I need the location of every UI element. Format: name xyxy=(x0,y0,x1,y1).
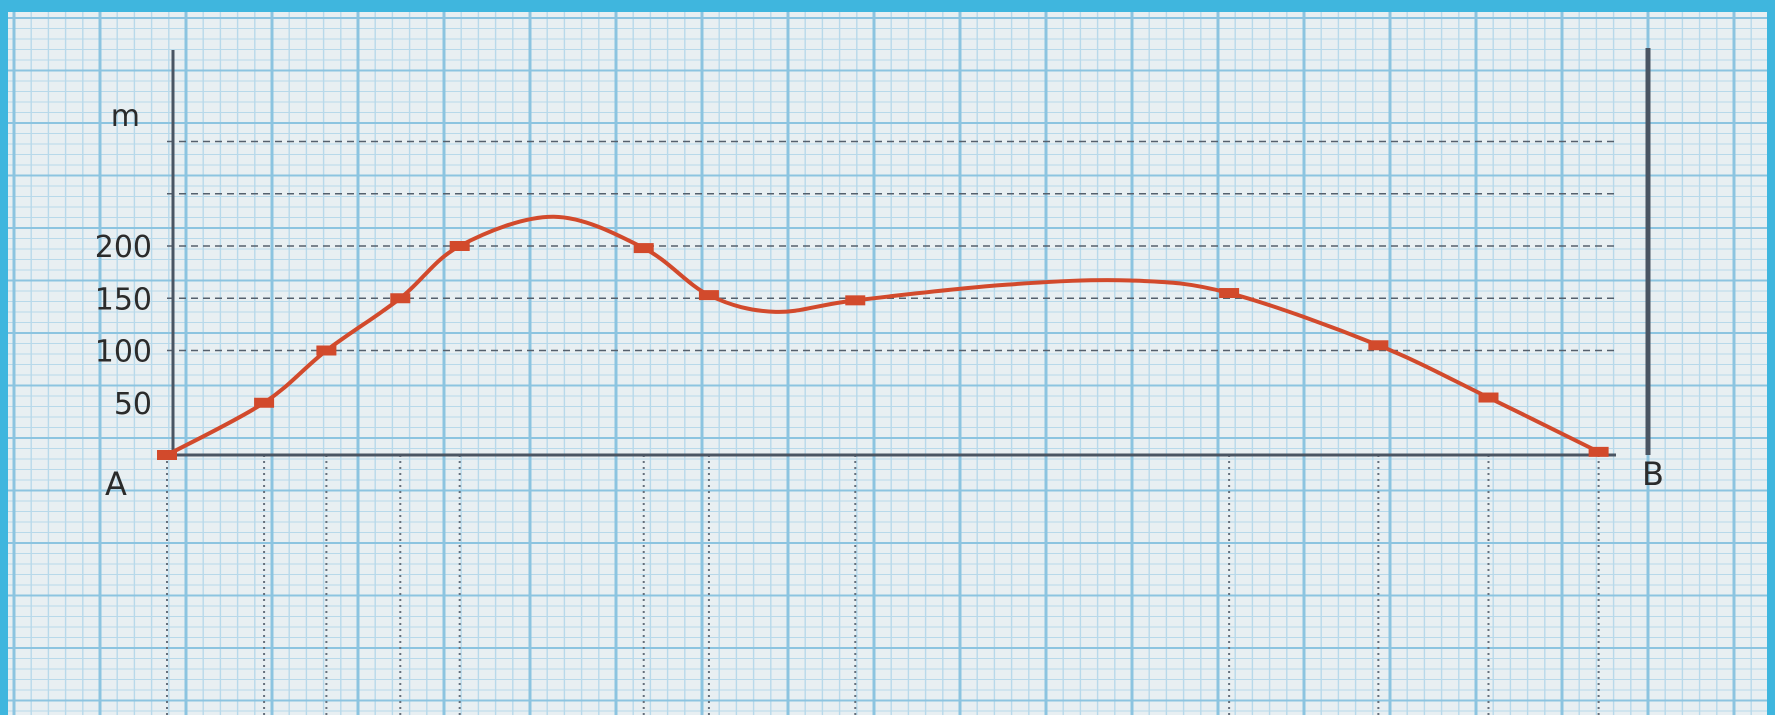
data-point-8 xyxy=(1219,288,1240,299)
dotted-drop-lines xyxy=(166,455,1600,715)
end-point-label: B xyxy=(1642,455,1664,493)
data-point-7 xyxy=(845,295,866,306)
graph-paper xyxy=(8,12,1767,715)
data-point-6 xyxy=(698,290,719,301)
data-point-4 xyxy=(449,241,470,251)
y-tick-labels: 50 100 150 200 xyxy=(95,230,152,422)
y-tick-label-100: 100 xyxy=(95,335,152,370)
data-markers xyxy=(157,241,1609,460)
major-grid xyxy=(8,12,1767,715)
data-point-9 xyxy=(1368,340,1389,351)
fine-grid xyxy=(8,12,1767,715)
data-point-2 xyxy=(316,345,337,356)
y-tick-label-50: 50 xyxy=(114,387,152,422)
data-point-1 xyxy=(254,397,275,408)
elevation-curve xyxy=(166,214,1600,457)
y-tick-label-200: 200 xyxy=(95,230,152,265)
y-tick-label-150: 150 xyxy=(95,282,152,317)
data-point-10 xyxy=(1478,392,1499,403)
start-point-label: A xyxy=(105,465,127,503)
data-point-5 xyxy=(633,243,654,254)
data-point-11 xyxy=(1588,446,1609,457)
data-point-0 xyxy=(157,450,177,460)
y-axis-unit-label: m xyxy=(111,99,140,134)
data-point-3 xyxy=(390,293,411,304)
